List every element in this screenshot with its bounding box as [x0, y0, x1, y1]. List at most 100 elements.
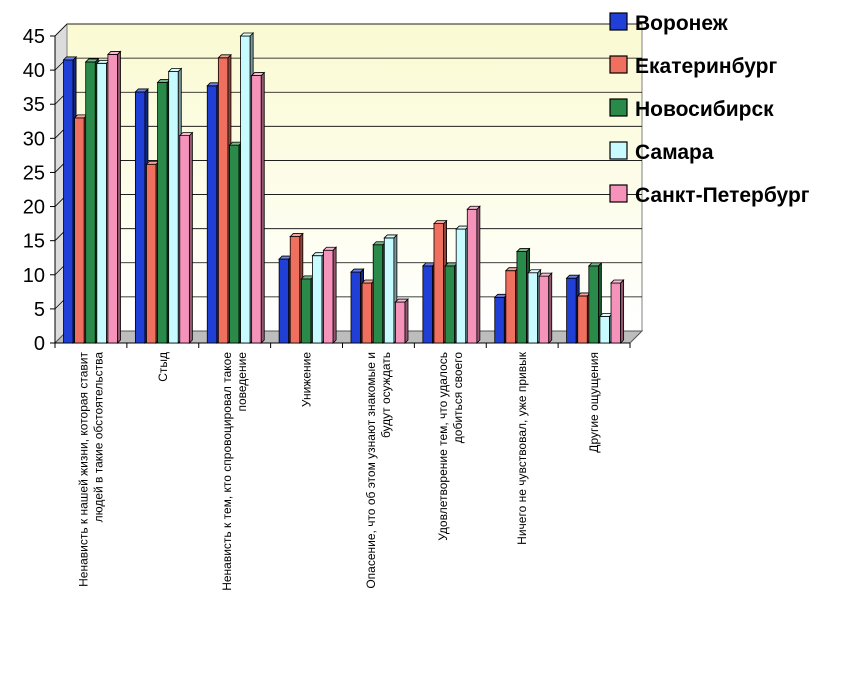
legend-label: Екатеринбург — [635, 55, 778, 78]
legend-swatch — [609, 98, 628, 117]
y-tick-label: 20 — [23, 197, 45, 219]
bar-front — [577, 295, 588, 344]
bar-front — [494, 296, 505, 344]
bar-front — [527, 272, 539, 344]
bar-side — [332, 246, 337, 344]
bar-top — [217, 54, 232, 59]
bar-top — [565, 274, 581, 279]
bar-front — [85, 61, 96, 344]
bar-front — [74, 117, 85, 344]
bar-top — [62, 56, 78, 61]
x-category-label: Опасение, что об этом узнают знакомые иб… — [364, 352, 393, 589]
x-category-label-line: будут осуждать — [379, 352, 393, 438]
y-tick-label: 15 — [23, 231, 45, 253]
bar-front — [63, 59, 74, 344]
bar-front — [107, 54, 118, 344]
y-tick-label: 0 — [34, 333, 45, 355]
legend-swatch — [609, 55, 628, 74]
bar-front — [323, 249, 334, 344]
bar-side — [620, 278, 625, 344]
x-category-label-line: Ничего не чувствовал, уже привык — [515, 351, 529, 545]
bar-front — [134, 91, 146, 344]
bar-top — [527, 269, 542, 274]
x-category-label-line: Стыд — [156, 352, 170, 382]
x-category-label: Удовлетворение тем, что удалосьдобиться … — [436, 352, 465, 541]
bar-front — [505, 270, 516, 344]
x-category-label-line: Унижение — [300, 352, 314, 407]
bar-front — [240, 35, 251, 344]
x-category-label-line: людей в такие обстоятельства — [91, 352, 105, 523]
bar-front — [516, 251, 527, 344]
x-category-label: Ненависть к нашей жизни, которая ставитл… — [76, 351, 105, 586]
y-tick-label: 25 — [23, 162, 45, 184]
x-category-label: Ненависть к тем, кто спровоцировал такое… — [220, 352, 249, 591]
bar — [178, 131, 194, 344]
bar-front — [566, 277, 577, 344]
bar-top — [350, 268, 365, 273]
bar-top — [394, 298, 409, 303]
x-category-label: Унижение — [300, 352, 314, 407]
bar-front — [206, 85, 218, 344]
bar — [466, 205, 481, 344]
legend-label: Санкт-Петербург — [635, 184, 810, 207]
legend-swatch — [609, 12, 628, 31]
x-category-label: Ничего не чувствовал, уже привык — [515, 351, 529, 545]
bar-top — [134, 88, 149, 93]
bar-front — [350, 271, 362, 344]
x-category-label-line: поведение — [235, 352, 249, 412]
bar — [322, 246, 338, 344]
bar-top — [433, 220, 448, 225]
bar — [610, 278, 625, 344]
gridline — [54, 23, 68, 37]
bar-front — [538, 275, 550, 344]
bar-top — [322, 246, 338, 251]
bar-front — [455, 228, 467, 344]
bar-side — [188, 131, 193, 344]
y-tick-label: 40 — [23, 60, 45, 82]
bar-top — [167, 68, 183, 72]
x-category-label-line: Удовлетворение тем, что удалось — [436, 352, 450, 541]
bar-front — [433, 223, 444, 344]
bar-front — [372, 244, 384, 344]
bar-top — [383, 234, 398, 239]
bar-front — [157, 81, 168, 344]
bar-top — [538, 272, 553, 277]
x-category-label: Другие ощущения — [587, 352, 601, 453]
x-category-label-line: добиться своего — [451, 352, 465, 444]
bar-front — [610, 282, 622, 344]
bar-top — [515, 248, 531, 252]
bar — [250, 71, 266, 344]
bar-front — [96, 62, 107, 344]
bar — [538, 272, 553, 344]
legend-swatch — [609, 141, 628, 160]
x-category-label: Стыд — [156, 352, 170, 382]
bar-side — [476, 205, 481, 344]
bar-front — [251, 75, 262, 344]
bar-side — [404, 298, 409, 344]
bar-side — [117, 50, 121, 344]
bar-top — [466, 205, 481, 210]
legend-swatch — [609, 184, 628, 203]
bar-front — [422, 265, 433, 344]
y-tick-label: 35 — [23, 94, 45, 116]
bar-front — [361, 282, 373, 344]
legend-label: Новосибирск — [635, 98, 774, 121]
bar-front — [444, 265, 456, 344]
bar-front — [229, 144, 240, 344]
bar-front — [300, 278, 312, 344]
legend-label: Воронеж — [635, 12, 729, 35]
x-category-label-line: Ненависть к нашей жизни, которая ставит — [76, 351, 90, 586]
x-category-label-line: Ненависть к тем, кто спровоцировал такое — [220, 352, 234, 591]
y-tick-label: 45 — [23, 26, 45, 48]
bar-front — [278, 258, 290, 344]
bar-top — [239, 32, 255, 37]
bar-front — [588, 265, 599, 344]
bar-front — [179, 135, 190, 344]
bar-top — [250, 72, 266, 76]
y-tick-label: 5 — [34, 299, 45, 321]
x-category-label-line: Опасение, что об этом узнают знакомые и — [364, 352, 378, 589]
x-category-label-line: Другие ощущения — [587, 352, 601, 453]
bar — [106, 50, 122, 344]
y-tick-label: 30 — [23, 128, 45, 150]
